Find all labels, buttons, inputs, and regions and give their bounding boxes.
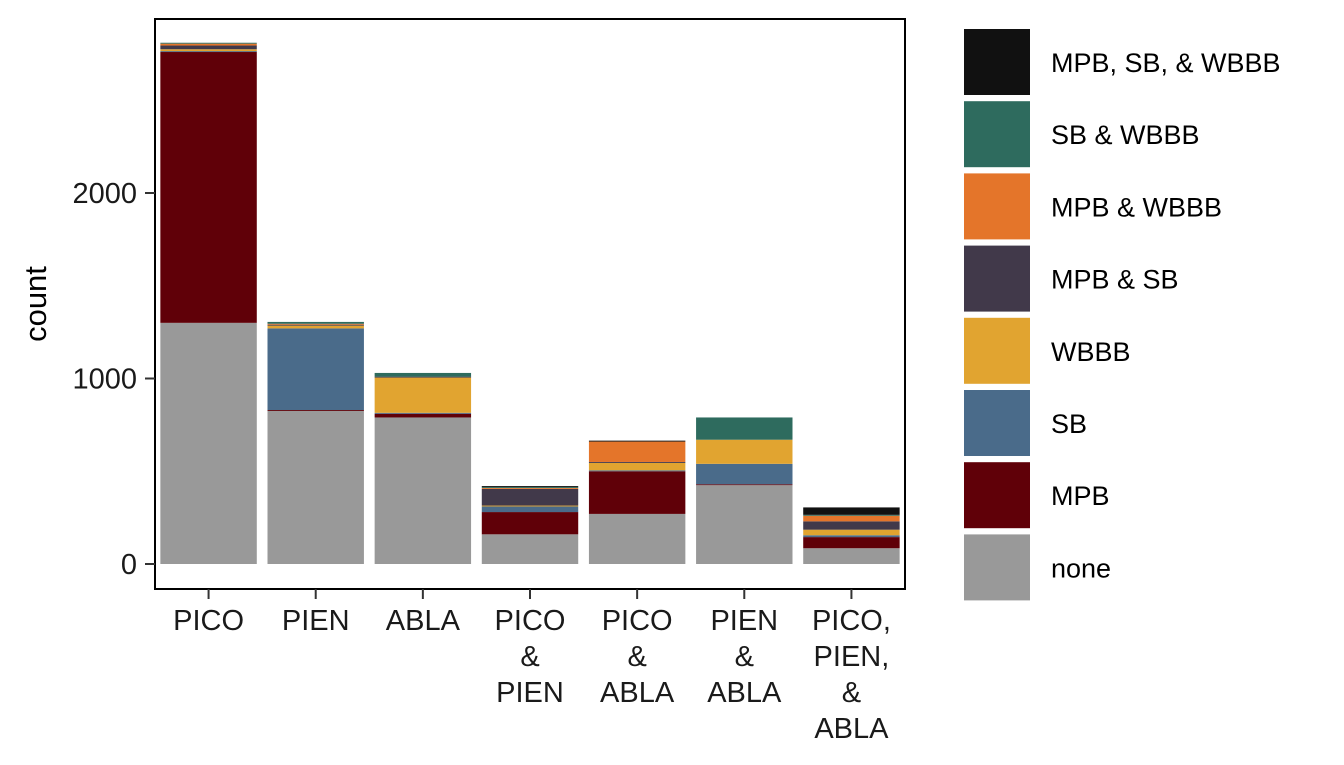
- legend-label: MPB & WBBB: [1051, 192, 1222, 222]
- bar-segment: [588, 441, 686, 462]
- bar-segment: [160, 42, 257, 44]
- legend-label: MPB: [1051, 481, 1110, 511]
- x-tick-label: ABLA: [386, 605, 461, 637]
- bar-segment: [267, 321, 364, 324]
- bar-segment: [696, 417, 793, 440]
- bar-segment: [267, 324, 364, 326]
- bar-segment: [481, 488, 579, 506]
- legend-key: [964, 173, 1030, 240]
- legend-key: [964, 462, 1030, 529]
- bar-segment: [374, 372, 472, 377]
- legend-label: MPB & SB: [1051, 265, 1179, 295]
- bars-layer: [160, 42, 900, 564]
- bar-segment: [481, 487, 579, 488]
- x-tick-label: PIEN & ABLA: [707, 605, 782, 709]
- x-tick-label: PICO & PIEN: [495, 605, 566, 709]
- legend-key: [964, 101, 1030, 168]
- bar-segment: [696, 439, 793, 464]
- legend-key: [964, 245, 1030, 312]
- y-tick-label: 0: [121, 549, 137, 581]
- bar-segment: [267, 410, 364, 564]
- bar-segment: [803, 507, 900, 515]
- bar-segment: [696, 484, 793, 486]
- y-axis: 0 1000 2000: [72, 178, 155, 581]
- bar-segment: [803, 529, 900, 536]
- bar-segment: [803, 514, 900, 516]
- bar-segment: [374, 413, 472, 418]
- bar-segment: [696, 463, 793, 485]
- bar-segment: [374, 412, 472, 414]
- bar-segment: [588, 513, 686, 564]
- bar-segment: [588, 470, 686, 472]
- bar-segment: [374, 377, 472, 413]
- y-axis-title: count: [18, 266, 53, 342]
- legend-label: MPB, SB, & WBBB: [1051, 48, 1281, 78]
- bar-segment: [267, 325, 364, 329]
- bar-segment: [160, 51, 257, 53]
- bar-segment: [267, 410, 364, 411]
- bar-segment: [160, 45, 257, 50]
- legend-key: [964, 390, 1030, 456]
- legend-key: [964, 534, 1030, 601]
- bar-segment: [481, 505, 579, 507]
- legend-label: none: [1051, 553, 1111, 583]
- x-tick-label: PICO & ABLA: [600, 605, 675, 709]
- x-tick-label: PIEN: [282, 605, 350, 637]
- x-axis: PICO PIEN ABLA PICO & PIEN PICO & ABLA PIEN & ABLA P…: [173, 589, 891, 745]
- bar-segment: [588, 440, 686, 442]
- legend-label: WBBB: [1051, 337, 1131, 367]
- bar-segment: [588, 462, 686, 471]
- bar-segment: [374, 376, 472, 378]
- bar-segment: [588, 461, 686, 463]
- bar-segment: [267, 323, 364, 325]
- bar-segment: [160, 49, 257, 52]
- legend-label: SB & WBBB: [1051, 120, 1200, 150]
- bar-segment: [160, 52, 257, 323]
- bar-segment: [160, 322, 257, 564]
- x-tick-label: PICO, PIEN, & ABLA: [812, 605, 891, 745]
- bar-segment: [803, 537, 900, 549]
- legend-key: [964, 29, 1030, 95]
- bar-segment: [803, 548, 900, 564]
- bar-segment: [374, 417, 472, 564]
- x-tick-label: PICO: [173, 605, 244, 637]
- bar-segment: [481, 487, 579, 489]
- bar-segment: [267, 328, 364, 411]
- bar-segment: [696, 485, 793, 564]
- bar-segment: [481, 506, 579, 513]
- legend-key: [964, 317, 1030, 384]
- bar-segment: [481, 486, 579, 488]
- bar-segment: [160, 43, 257, 46]
- bar-segment: [803, 521, 900, 530]
- y-tick-label: 2000: [72, 178, 137, 210]
- legend: MPB, SB, & WBBB SB & WBBB MPB & WBBB MPB & …: [964, 29, 1281, 601]
- legend-label: SB: [1051, 409, 1087, 439]
- bar-segment: [803, 515, 900, 522]
- bar-segment: [481, 534, 579, 564]
- y-tick-label: 1000: [72, 364, 137, 396]
- bar-segment: [588, 471, 686, 514]
- bar-segment: [803, 535, 900, 538]
- bar-segment: [481, 512, 579, 535]
